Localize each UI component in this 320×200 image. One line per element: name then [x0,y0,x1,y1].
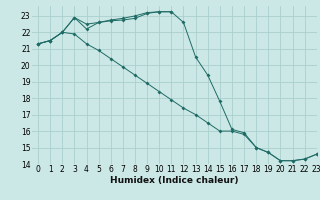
X-axis label: Humidex (Indice chaleur): Humidex (Indice chaleur) [110,176,239,185]
